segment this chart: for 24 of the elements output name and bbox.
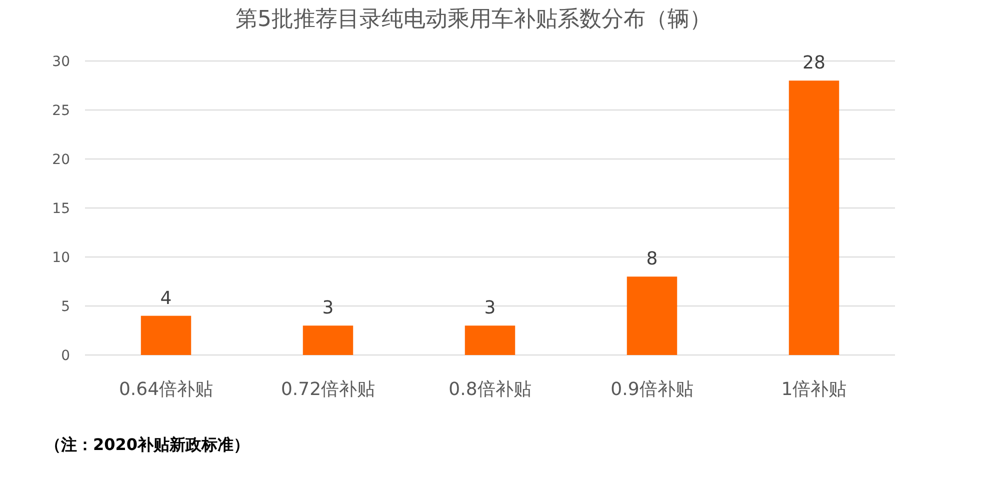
x-tick-label: 0.9倍补贴 [610,379,694,400]
y-tick-label: 10 [52,250,70,266]
data-label: 4 [160,288,172,309]
chart-title: 第5批推荐目录纯电动乘用车补贴系数分布（辆） [236,7,712,32]
text: （注：2020补贴新政标准） [45,435,250,454]
y-tick-label: 25 [52,103,70,119]
x-tick-label: 0.8倍补贴 [448,379,532,400]
bar [302,326,354,355]
data-label: 28 [802,52,826,74]
data-label: 8 [646,248,658,270]
x-tick-label: 0.72倍补贴 [280,379,376,400]
y-tick-label: 30 [52,54,70,70]
bar [788,80,840,355]
x-tick-label: 0.64倍补贴 [118,379,214,400]
data-label: 3 [322,298,334,319]
bar [140,316,192,355]
y-tick-label: 15 [52,201,70,217]
y-tick-label: 20 [52,152,70,168]
x-tick-label: 1倍补贴 [781,379,847,400]
y-tick-label: 5 [61,299,70,315]
y-tick-label: 0 [61,348,70,364]
bar [464,326,516,355]
bar [626,276,678,355]
data-label: 3 [484,298,496,319]
